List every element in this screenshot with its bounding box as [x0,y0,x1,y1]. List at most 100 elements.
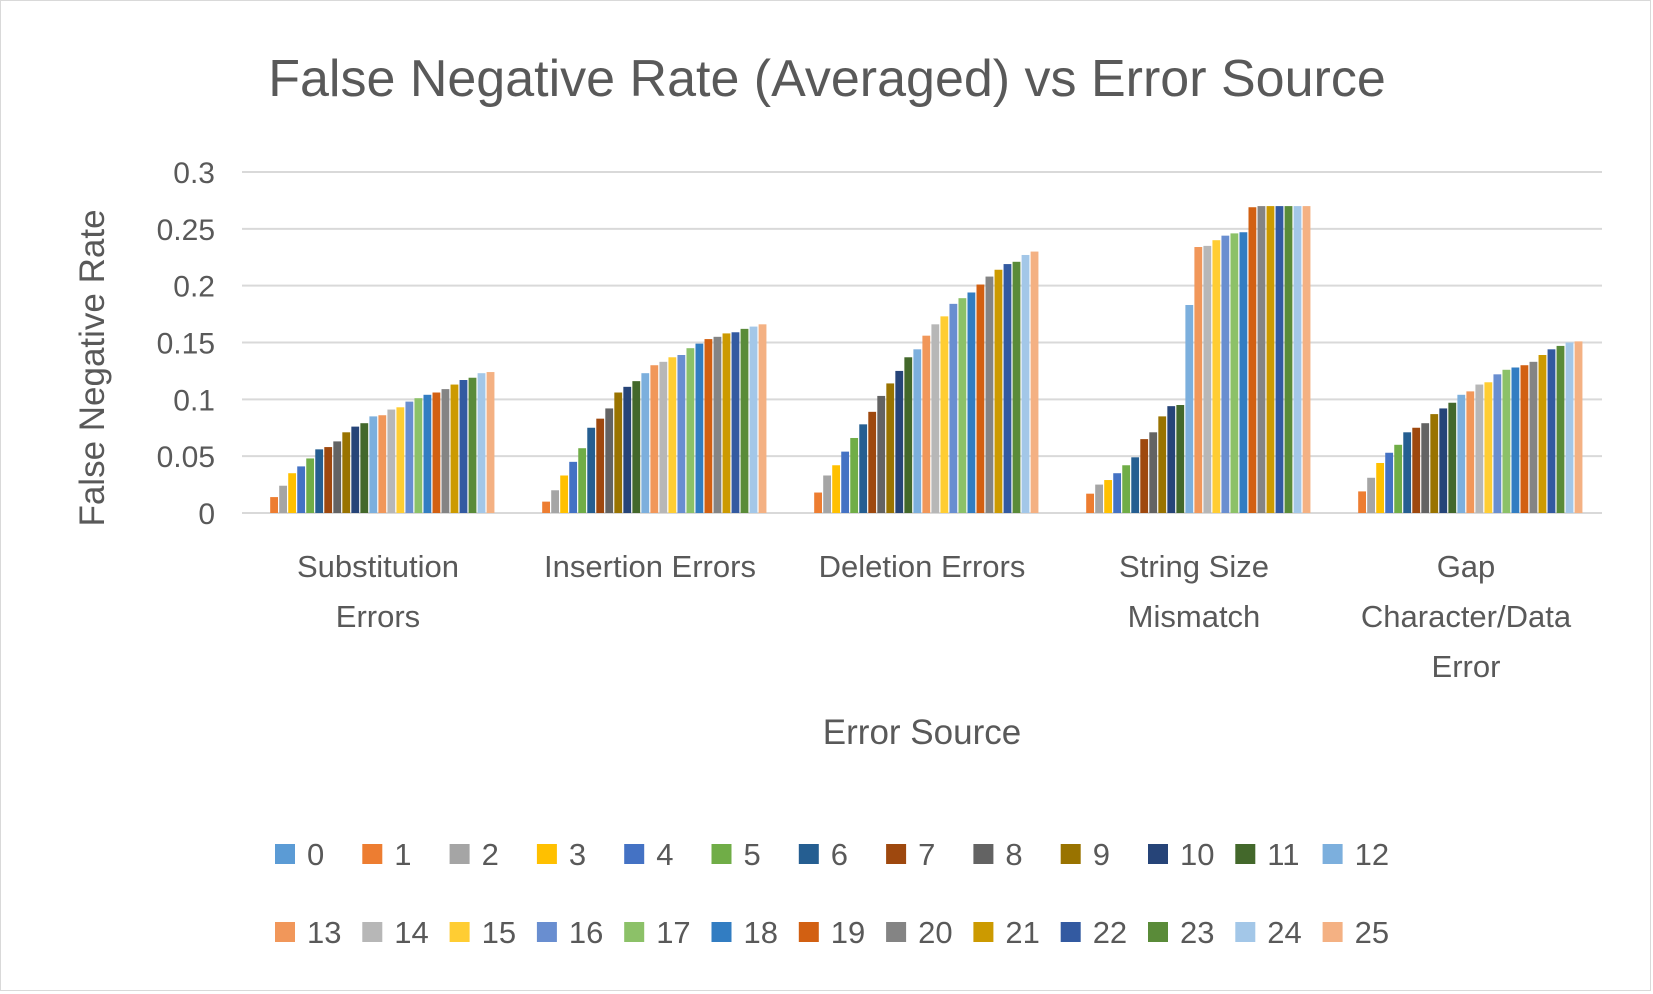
legend-label: 24 [1267,915,1301,950]
legend-label: 3 [569,837,586,872]
bar [1293,206,1302,513]
bar [1012,261,1021,513]
bar [740,328,749,513]
legend-label: 4 [656,837,673,872]
bar [1302,206,1311,513]
bar [477,373,486,513]
legend-label: 25 [1355,915,1389,950]
legend-swatch [624,922,645,942]
bar [423,394,432,513]
legend-swatch [798,922,819,942]
bar [659,361,668,513]
legend-label: 0 [307,837,324,872]
bar [967,292,976,513]
category-label: Deletion Errors [819,549,1026,584]
bar [958,298,967,513]
bar [1511,367,1520,513]
bar [1275,206,1284,513]
bar [994,269,1003,513]
bar [1086,493,1095,513]
bar [351,426,360,513]
bar [1448,402,1457,513]
bar [695,343,704,513]
bar [459,380,468,513]
bar [1266,206,1275,513]
bar [1230,233,1239,513]
x-axis-title: Error Source [823,713,1021,752]
bar [1284,206,1293,513]
bar [342,432,351,513]
bar [1547,349,1556,513]
legend-swatch [1060,922,1081,942]
legend-swatch [1235,922,1256,942]
y-tick-labels: 0 0.05 0.1 0.15 0.2 0.25 0.3 [157,157,215,531]
category-label: Character/Data [1361,599,1572,634]
legend-label: 23 [1180,915,1214,950]
bar [1185,304,1194,513]
legend-label: 8 [1005,837,1022,872]
legend-swatch [362,922,383,942]
bar [976,284,985,513]
legend-swatch [536,844,557,864]
bar [1475,384,1484,513]
bar [1167,406,1176,513]
bar [686,348,695,513]
bar [1556,345,1565,513]
bar [1122,465,1131,513]
bar [1194,247,1203,513]
bar [360,423,369,513]
legend-swatch [536,922,557,942]
legend-swatch [973,922,994,942]
bar [1257,206,1266,513]
legend-swatch [362,844,383,864]
bar [877,395,886,513]
bar [1104,480,1113,513]
category-label: Errors [336,599,420,634]
legend-swatch [711,844,732,864]
y-tick-label: 0.25 [157,214,215,247]
bar [279,485,288,513]
legend-swatch [275,844,295,864]
bar [913,349,922,513]
bar [823,475,832,513]
bar [450,384,459,513]
legend-swatch [886,844,907,864]
bar [1457,394,1466,513]
bar [1502,369,1511,513]
y-tick-label: 0.05 [157,441,215,474]
legend-swatch [449,922,470,942]
legend-label: 13 [307,915,341,950]
bar [1565,342,1574,513]
bar [270,497,279,513]
bar [1021,254,1030,513]
bar [722,333,731,513]
bar [306,458,315,513]
legend-swatch [1322,844,1343,864]
bar [387,409,396,513]
legend-label: 7 [918,837,935,872]
bar [605,408,614,513]
legend-swatch [886,922,907,942]
bar [1493,374,1502,513]
bar [614,392,623,513]
y-axis-title: False Negative Rate [73,209,112,526]
bar [1574,341,1583,513]
legend-swatch [798,844,819,864]
category-label: Insertion Errors [544,549,756,584]
legend-label: 21 [1005,915,1039,950]
bar [841,451,850,513]
bar [859,424,868,513]
bar [668,357,677,513]
bar [641,373,650,513]
legend-label: 20 [918,915,952,950]
bar [1149,432,1158,513]
legend-swatch [1060,844,1081,864]
category-label: Gap [1437,549,1496,584]
bar [623,386,632,513]
legend-swatch [1148,844,1168,864]
bar [596,418,605,513]
legend-swatch [1322,922,1343,942]
legend-swatch [1148,922,1168,942]
